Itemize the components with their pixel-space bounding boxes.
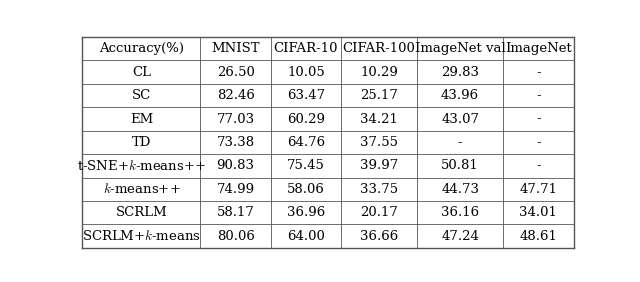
Text: -: - <box>536 136 541 149</box>
Text: ImageNet val: ImageNet val <box>415 42 506 55</box>
Text: -: - <box>536 159 541 172</box>
Text: 36.66: 36.66 <box>360 230 398 243</box>
Text: SCRLM+$k$-means: SCRLM+$k$-means <box>82 229 201 243</box>
Text: Accuracy(%): Accuracy(%) <box>99 42 184 55</box>
Text: 10.29: 10.29 <box>360 66 398 79</box>
Text: TD: TD <box>132 136 151 149</box>
Text: 47.24: 47.24 <box>441 230 479 243</box>
Text: 20.17: 20.17 <box>360 206 398 219</box>
Text: 74.99: 74.99 <box>216 183 255 196</box>
Text: 64.76: 64.76 <box>287 136 325 149</box>
Text: -: - <box>536 113 541 125</box>
Text: CIFAR-100: CIFAR-100 <box>342 42 415 55</box>
Text: MNIST: MNIST <box>211 42 260 55</box>
Text: 25.17: 25.17 <box>360 89 398 102</box>
Text: 75.45: 75.45 <box>287 159 325 172</box>
Text: 26.50: 26.50 <box>217 66 255 79</box>
Text: CL: CL <box>132 66 151 79</box>
Text: 39.97: 39.97 <box>360 159 398 172</box>
Text: 80.06: 80.06 <box>217 230 255 243</box>
Text: ImageNet: ImageNet <box>505 42 572 55</box>
Text: 60.29: 60.29 <box>287 113 325 125</box>
Text: 77.03: 77.03 <box>216 113 255 125</box>
Text: 34.21: 34.21 <box>360 113 398 125</box>
Text: 36.16: 36.16 <box>441 206 479 219</box>
Text: -: - <box>536 66 541 79</box>
Text: 29.83: 29.83 <box>441 66 479 79</box>
Text: SCRLM: SCRLM <box>116 206 168 219</box>
Text: 50.81: 50.81 <box>441 159 479 172</box>
Text: 43.07: 43.07 <box>441 113 479 125</box>
Text: t-SNE+$k$-means++: t-SNE+$k$-means++ <box>77 159 206 173</box>
Text: 34.01: 34.01 <box>520 206 557 219</box>
Text: 64.00: 64.00 <box>287 230 325 243</box>
Text: EM: EM <box>130 113 153 125</box>
Text: $k$-means++: $k$-means++ <box>102 182 180 196</box>
Text: CIFAR-10: CIFAR-10 <box>274 42 338 55</box>
Text: SC: SC <box>132 89 151 102</box>
Text: 37.55: 37.55 <box>360 136 398 149</box>
Text: -: - <box>536 89 541 102</box>
Text: 47.71: 47.71 <box>520 183 557 196</box>
Text: 58.06: 58.06 <box>287 183 325 196</box>
Text: 63.47: 63.47 <box>287 89 325 102</box>
Text: 73.38: 73.38 <box>216 136 255 149</box>
Text: 48.61: 48.61 <box>520 230 557 243</box>
Text: 82.46: 82.46 <box>217 89 255 102</box>
Text: 33.75: 33.75 <box>360 183 398 196</box>
Text: -: - <box>458 136 462 149</box>
Text: 36.96: 36.96 <box>287 206 325 219</box>
Text: 43.96: 43.96 <box>441 89 479 102</box>
Text: 10.05: 10.05 <box>287 66 324 79</box>
Text: 44.73: 44.73 <box>441 183 479 196</box>
Text: 90.83: 90.83 <box>216 159 255 172</box>
Text: 58.17: 58.17 <box>217 206 255 219</box>
